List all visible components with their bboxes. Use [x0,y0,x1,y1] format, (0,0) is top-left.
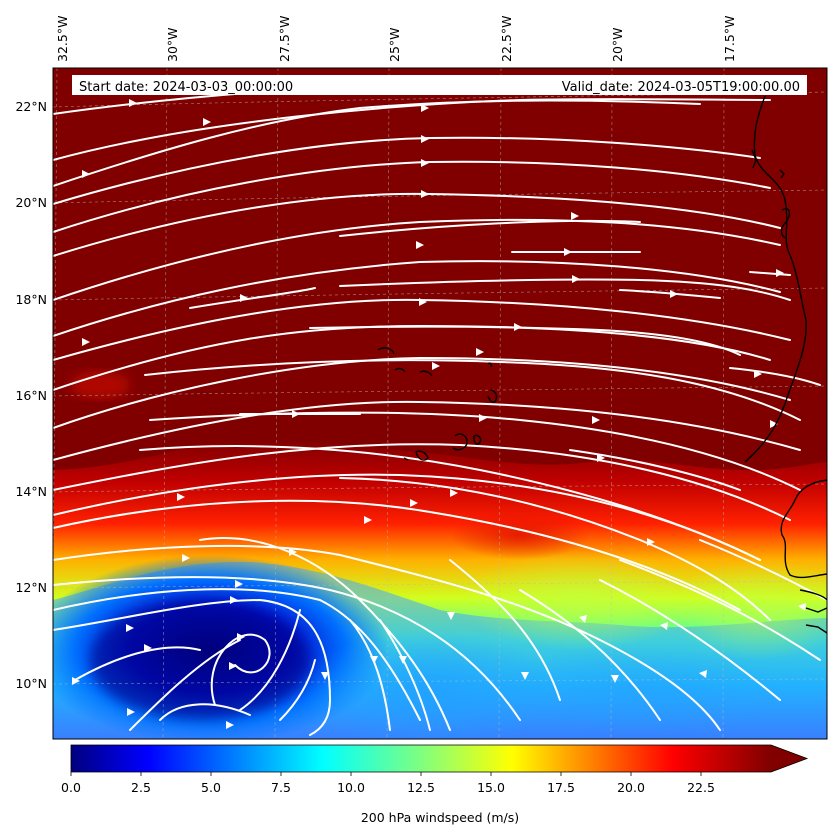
lon-label: 20°W [610,27,625,62]
lon-label: 25°W [387,27,402,62]
colorbar-extend-arrow [771,745,807,772]
colorbar-tick-label: 20.0 [617,780,645,795]
longitude-labels: 32.5°W 30°W 27.5°W 25°W 22.5°W 20°W 17.5… [55,16,737,62]
lon-label: 32.5°W [55,16,70,62]
streamlines [53,83,827,736]
colorbar-tick-label: 12.5 [407,780,435,795]
latitude-labels: 22°N 20°N 18°N 16°N 14°N 12°N 10°N [15,99,47,691]
colorbar-gradient [71,745,771,772]
colorbar-tick-label: 0.0 [61,780,81,795]
coastline [377,95,827,634]
lon-label: 17.5°W [722,16,737,62]
colorbar-tick-label: 7.5 [271,780,291,795]
streamline-arrows [72,99,806,729]
lat-label: 18°N [15,292,47,307]
colorbar-tick-label: 15.0 [477,780,505,795]
lat-label: 10°N [15,676,47,691]
colorbar-tick-label: 17.5 [547,780,575,795]
colorbar-tick-label: 2.5 [131,780,151,795]
start-date-label: Start date: 2024-03-03_00:00:00 [79,80,293,95]
windspeed-field [53,371,827,739]
header-box [72,75,807,95]
colorbar-label: 200 hPa windspeed (m/s) [361,810,519,825]
lon-label: 22.5°W [499,16,514,62]
lat-label: 20°N [15,195,47,210]
lon-label: 30°W [165,27,180,62]
lat-label: 16°N [15,388,47,403]
colorbar-ticks: 0.0 2.5 5.0 7.5 10.0 12.5 15.0 17.5 20.0 22.5 [61,772,715,795]
colorbar: 0.0 2.5 5.0 7.5 10.0 12.5 15.0 17.5 20.0 22.5 200… [61,744,809,825]
lon-label: 27.5°W [277,16,292,62]
colorbar-tick-label: 22.5 [687,780,715,795]
colorbar-tick-label: 10.0 [337,780,365,795]
lat-label: 14°N [15,484,47,499]
map-frame [52,67,828,740]
colorbar-tick-label: 5.0 [201,780,221,795]
valid-date-label: Valid_date: 2024-03-05T19:00:00.00 [562,80,800,95]
lat-label: 12°N [15,580,47,595]
map-panel [53,68,827,739]
lat-label: 22°N [15,99,47,114]
